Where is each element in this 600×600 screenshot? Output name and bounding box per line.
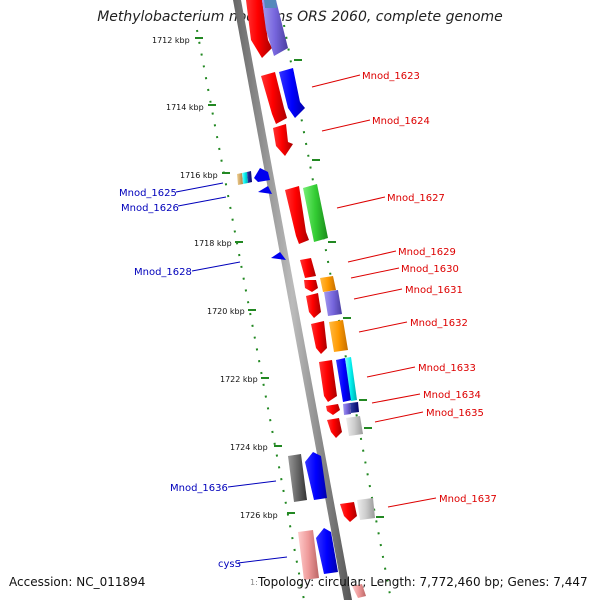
- forward-gene-labels: Mnod_1623 Mnod_1624 Mnod_1627 Mnod_1629 …: [311, 71, 497, 508]
- tick-label: 1724 kbp: [230, 443, 268, 452]
- gene-label[interactable]: Mnod_1630: [401, 264, 459, 275]
- tick-label: 1720 kbp: [207, 307, 245, 316]
- gene-label[interactable]: Mnod_1633: [418, 363, 476, 374]
- gene-label[interactable]: Mnod_1625: [119, 188, 177, 199]
- gene-block[interactable]: [346, 416, 363, 436]
- label-leader: [353, 288, 403, 300]
- reverse-gene-labels: Mnod_1625 Mnod_1626 Mnod_1628 Mnod_1636 …: [119, 182, 288, 570]
- label-leader: [237, 556, 288, 564]
- gene-block[interactable]: [303, 184, 328, 242]
- genome-backbone: [233, 0, 352, 600]
- label-leader: [177, 196, 227, 207]
- gene-arrow[interactable]: [246, 0, 272, 58]
- gene-label[interactable]: Mnod_1628: [134, 267, 192, 278]
- gene-arrow[interactable]: [326, 404, 340, 415]
- gene-arrow[interactable]: [340, 502, 357, 522]
- gene-arrow[interactable]: [327, 418, 342, 438]
- gene-arrow[interactable]: [279, 68, 305, 118]
- label-leader: [347, 250, 397, 263]
- gene-arrow[interactable]: [258, 186, 272, 194]
- accession-text: Accession: NC_011894: [9, 575, 146, 589]
- gene-block[interactable]: [345, 357, 357, 401]
- gene-block[interactable]: [324, 290, 342, 316]
- gene-arrow[interactable]: [271, 252, 286, 260]
- label-leader: [387, 497, 437, 508]
- gene-arrow[interactable]: [254, 168, 270, 182]
- tick-label: 1712 kbp: [152, 36, 190, 45]
- gene-arrow[interactable]: [304, 280, 318, 292]
- gene-arrow[interactable]: [305, 452, 327, 500]
- gene-label[interactable]: cysS: [218, 559, 241, 570]
- label-leader: [336, 196, 386, 209]
- label-leader: [374, 411, 424, 423]
- gene-arrow[interactable]: [261, 72, 287, 124]
- gene-arrow[interactable]: [273, 124, 293, 156]
- topology-text: Topology: circular; Length: 7,772,460 bp…: [258, 575, 588, 589]
- gene-arrow[interactable]: [316, 528, 338, 574]
- gene-label[interactable]: Mnod_1636: [170, 483, 228, 494]
- gene-label[interactable]: Mnod_1623: [362, 71, 420, 82]
- gene-block[interactable]: [242, 172, 248, 184]
- gene-label[interactable]: Mnod_1629: [398, 247, 456, 258]
- gene-block[interactable]: [300, 258, 316, 278]
- gene-label[interactable]: Mnod_1637: [439, 494, 497, 505]
- gene-label[interactable]: Mnod_1624: [372, 116, 430, 127]
- inner-dotted-track: [196, 29, 305, 600]
- gene-block[interactable]: [288, 454, 307, 502]
- gene-block[interactable]: [237, 173, 243, 185]
- tick-label: 1714 kbp: [166, 103, 204, 112]
- label-leader: [311, 74, 361, 88]
- gene-arrow[interactable]: [311, 321, 327, 354]
- label-leader: [175, 182, 224, 193]
- gene-label[interactable]: Mnod_1635: [426, 408, 484, 419]
- gene-arrow[interactable]: [285, 186, 309, 244]
- label-leader: [358, 321, 408, 333]
- label-leader: [366, 366, 416, 378]
- reverse-genes: [237, 168, 338, 580]
- tick-label: 1716 kbp: [180, 171, 218, 180]
- gene-block[interactable]: [320, 276, 336, 292]
- label-leader: [227, 480, 277, 488]
- stray-mark: 1:: [250, 578, 258, 587]
- scale-ticks: 1712 kbp 1714 kbp 1716 kbp 1718 kbp 1720…: [152, 36, 384, 520]
- gene-block[interactable]: [298, 530, 319, 580]
- map-title: Methylobacterium nodulans ORS 2060, comp…: [97, 9, 503, 25]
- gene-block[interactable]: [352, 584, 366, 598]
- gene-block[interactable]: [329, 320, 348, 352]
- gene-arrow[interactable]: [306, 293, 321, 318]
- gene-block[interactable]: [264, 0, 277, 8]
- label-leader: [321, 119, 371, 132]
- label-leader: [191, 261, 241, 272]
- gene-block[interactable]: [343, 403, 351, 415]
- label-leader: [371, 393, 421, 404]
- gene-label[interactable]: Mnod_1626: [121, 203, 179, 214]
- forward-genes: [246, 0, 375, 598]
- gene-label[interactable]: Mnod_1632: [410, 318, 468, 329]
- gene-block[interactable]: [336, 358, 352, 402]
- gene-label[interactable]: Mnod_1627: [387, 193, 445, 204]
- gene-block[interactable]: [350, 402, 359, 413]
- gene-label[interactable]: Mnod_1631: [405, 285, 463, 296]
- label-leader: [350, 267, 400, 279]
- gene-block[interactable]: [247, 171, 252, 183]
- gene-label[interactable]: Mnod_1634: [423, 390, 481, 401]
- outer-dotted-track: [283, 24, 392, 600]
- tick-label: 1718 kbp: [194, 239, 232, 248]
- gene-block[interactable]: [262, 0, 288, 56]
- gene-block[interactable]: [357, 498, 375, 520]
- gene-arrow[interactable]: [319, 360, 337, 402]
- tick-label: 1726 kbp: [240, 511, 278, 520]
- tick-label: 1722 kbp: [220, 375, 258, 384]
